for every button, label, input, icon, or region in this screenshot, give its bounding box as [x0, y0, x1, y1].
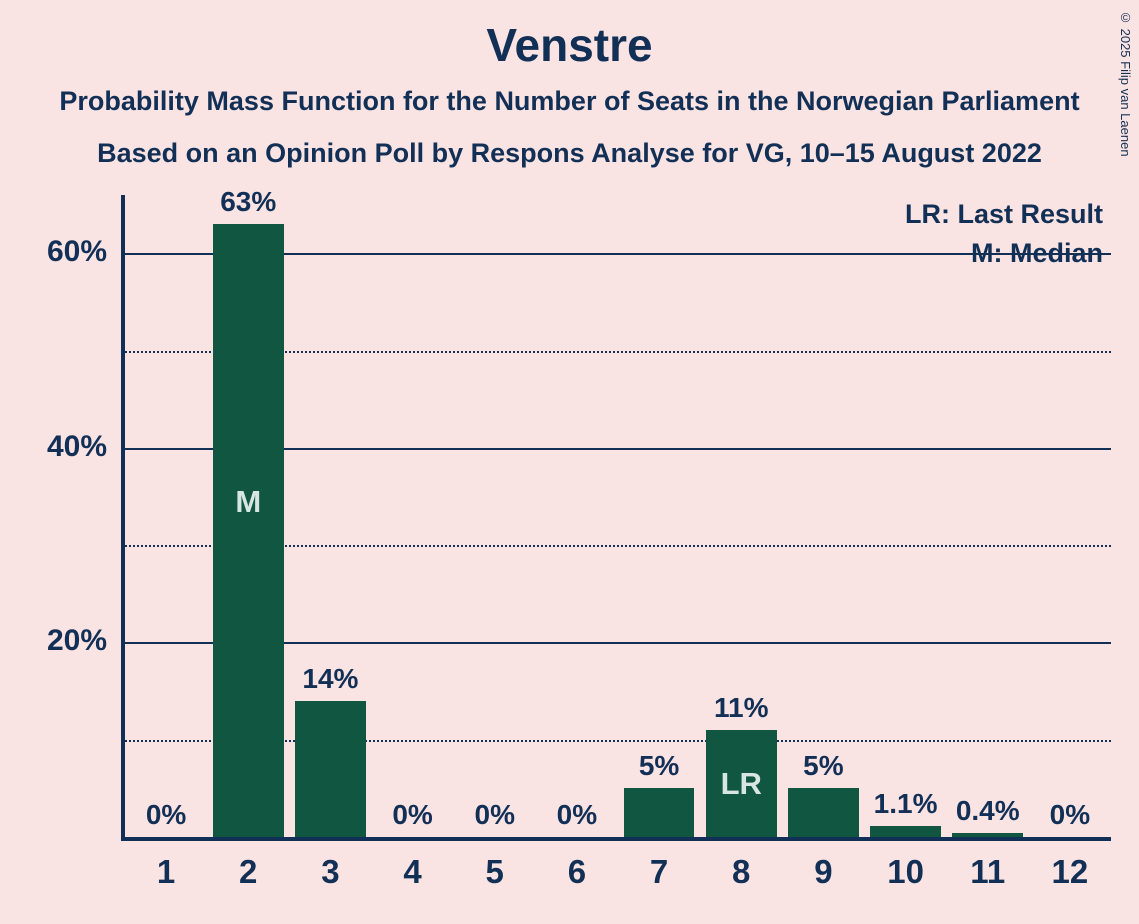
legend-median: M: Median	[971, 238, 1103, 269]
bar-value-label: 0%	[1012, 799, 1127, 831]
x-tick-label: 1	[125, 853, 207, 891]
bar-value-label: 0%	[109, 799, 224, 831]
x-tick-label: 9	[782, 853, 864, 891]
x-tick-label: 10	[865, 853, 947, 891]
x-tick-label: 12	[1029, 853, 1111, 891]
bar	[870, 826, 941, 837]
bar-value-label: 5%	[766, 750, 881, 782]
bar-inner-label: LR	[706, 766, 777, 802]
x-tick-label: 2	[207, 853, 289, 891]
bar-value-label: 63%	[191, 186, 306, 218]
y-axis-line	[121, 195, 125, 841]
y-tick-label: 60%	[0, 235, 107, 269]
x-tick-label: 7	[618, 853, 700, 891]
bar-value-label: 11%	[684, 692, 799, 724]
x-tick-label: 3	[289, 853, 371, 891]
chart-title: Venstre	[0, 18, 1139, 72]
legend-last-result: LR: Last Result	[905, 199, 1103, 230]
x-tick-label: 8	[700, 853, 782, 891]
bar	[213, 224, 284, 837]
bar-value-label: 5%	[602, 750, 717, 782]
bar-inner-label: M	[213, 484, 284, 520]
chart-subtitle-1: Probability Mass Function for the Number…	[0, 86, 1139, 117]
y-tick-label: 40%	[0, 430, 107, 464]
x-tick-label: 5	[454, 853, 536, 891]
x-axis-line	[121, 837, 1111, 841]
bar-value-label: 0%	[519, 799, 634, 831]
y-tick-label: 20%	[0, 624, 107, 658]
chart-stage: © 2025 Filip van Laenen Venstre Probabil…	[0, 0, 1139, 924]
bar-value-label: 14%	[273, 663, 388, 695]
x-tick-label: 4	[372, 853, 454, 891]
chart-subtitle-2: Based on an Opinion Poll by Respons Anal…	[0, 138, 1139, 169]
x-tick-label: 6	[536, 853, 618, 891]
x-tick-label: 11	[947, 853, 1029, 891]
